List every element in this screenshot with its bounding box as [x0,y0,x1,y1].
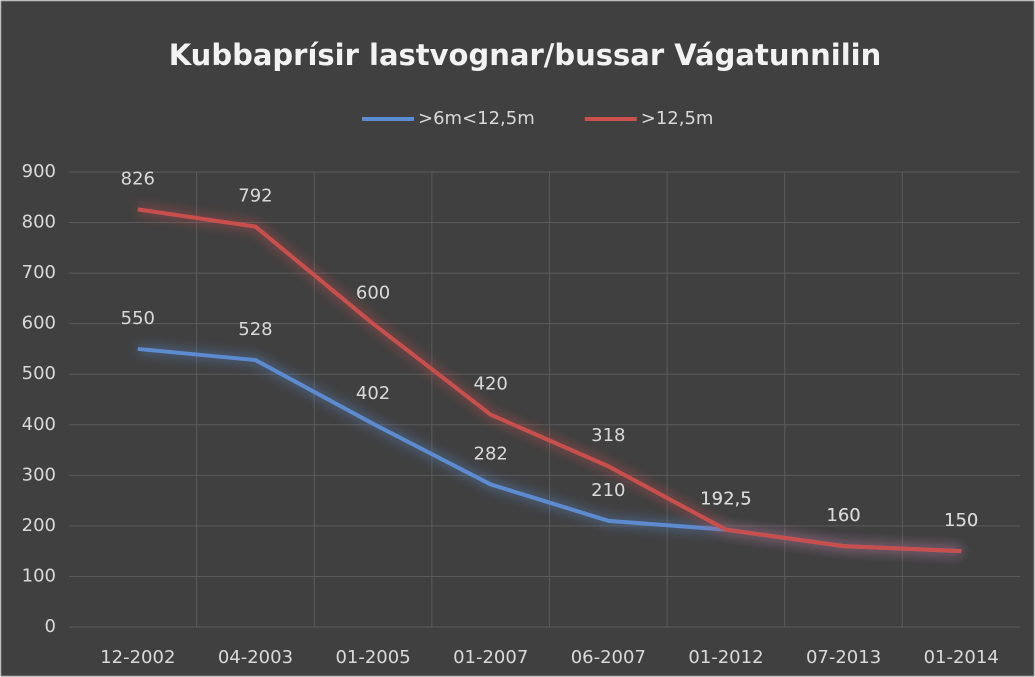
y-tick-label: 600 [22,313,56,334]
y-tick-label: 100 [22,565,56,586]
y-tick-label: 900 [22,161,56,182]
data-label: 402 [356,383,390,404]
data-label: 528 [238,319,272,340]
data-label: 150 [944,510,978,531]
y-tick-label: 0 [45,616,56,637]
x-tick-label: 06-2007 [571,647,646,668]
data-label: 150 [944,510,978,531]
y-tick-label: 700 [22,262,56,283]
x-tick-label: 07-2013 [806,647,881,668]
data-label: 160 [826,505,860,526]
data-label: 826 [121,168,155,189]
y-tick-label: 400 [22,414,56,435]
data-label: 192,5 [700,489,752,510]
data-label: 550 [121,308,155,329]
data-label: 210 [591,480,625,501]
data-label: 318 [591,425,625,446]
x-tick-label: 12-2002 [100,647,175,668]
chart-title: Kubbaprísir lastvognar/bussar Vágatunnil… [169,38,882,72]
y-tick-label: 500 [22,363,56,384]
data-label: 792 [238,186,272,207]
data-label: 160 [826,505,860,526]
x-tick-label: 01-2012 [688,647,763,668]
x-tick-label: 01-2014 [924,647,999,668]
legend-label: >6m<12,5m [418,108,535,129]
y-tick-label: 200 [22,515,56,536]
data-label: 192,5 [700,489,752,510]
x-tick-label: 01-2007 [453,647,528,668]
data-label: 282 [474,443,508,464]
y-tick-label: 800 [22,212,56,233]
x-tick-label: 04-2003 [218,647,293,668]
x-tick-label: 01-2005 [335,647,410,668]
data-label: 600 [356,283,390,304]
legend-label: >12,5m [641,108,714,129]
y-tick-label: 300 [22,464,56,485]
series-line [137,207,962,554]
data-label: 420 [474,374,508,395]
